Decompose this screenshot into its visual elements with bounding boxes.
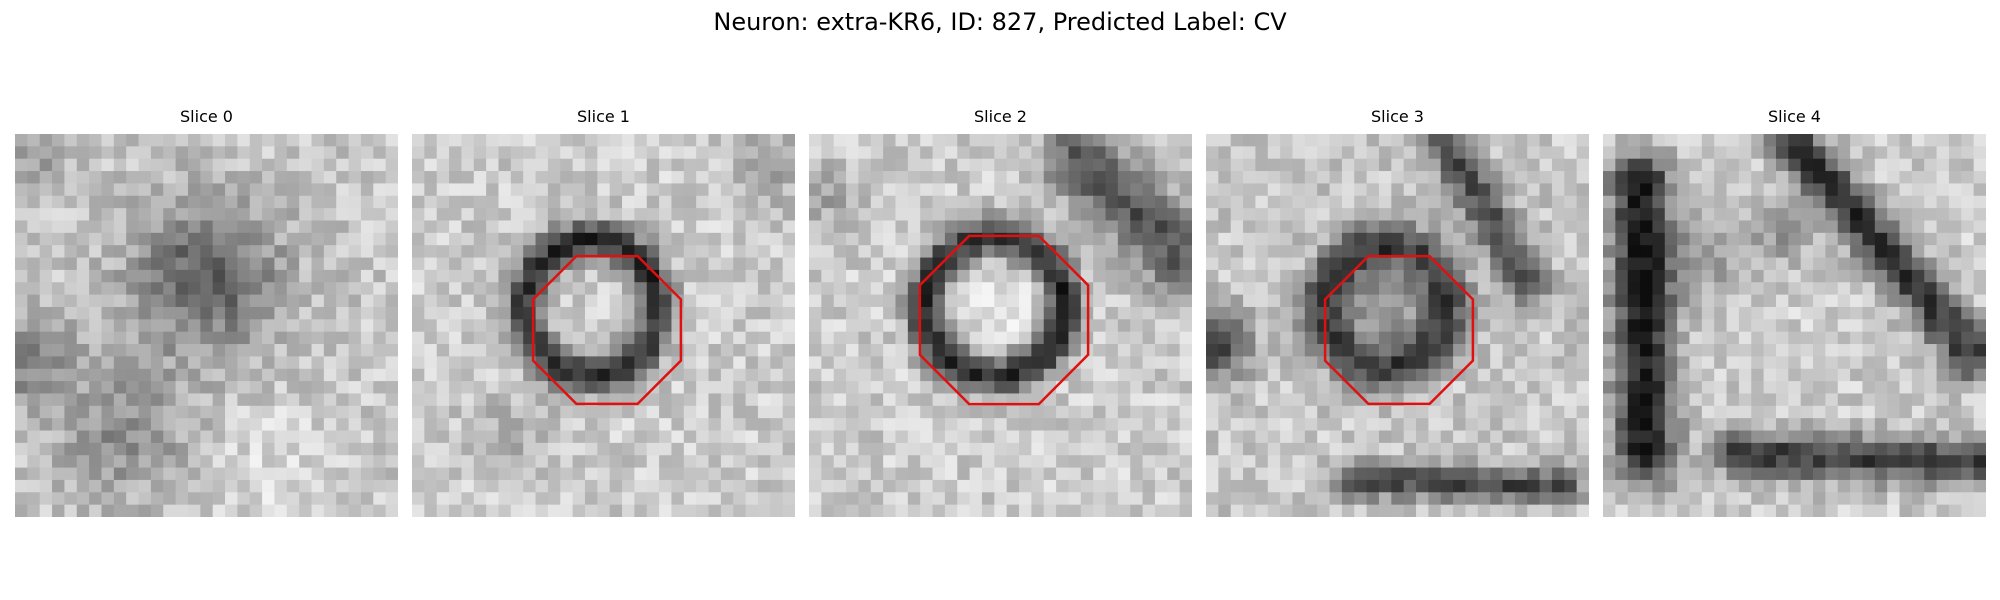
slice-image-3 [1206,134,1589,517]
segmentation-contour-2 [918,234,1090,406]
slice-title-3: Slice 3 [1371,107,1424,126]
slice-title-2: Slice 2 [974,107,1027,126]
slice-title-0: Slice 0 [180,107,233,126]
segmentation-contour-3 [1323,254,1475,406]
slice-image-4 [1603,134,1986,517]
segmentation-contour-1 [531,254,683,406]
slice-title-4: Slice 4 [1768,107,1821,126]
slice-image-0 [15,134,398,517]
figure-title: Neuron: extra-KR6, ID: 827, Predicted La… [713,8,1287,36]
slice-title-1: Slice 1 [577,107,630,126]
slice-image-1 [412,134,795,517]
slice-image-2 [809,134,1192,517]
